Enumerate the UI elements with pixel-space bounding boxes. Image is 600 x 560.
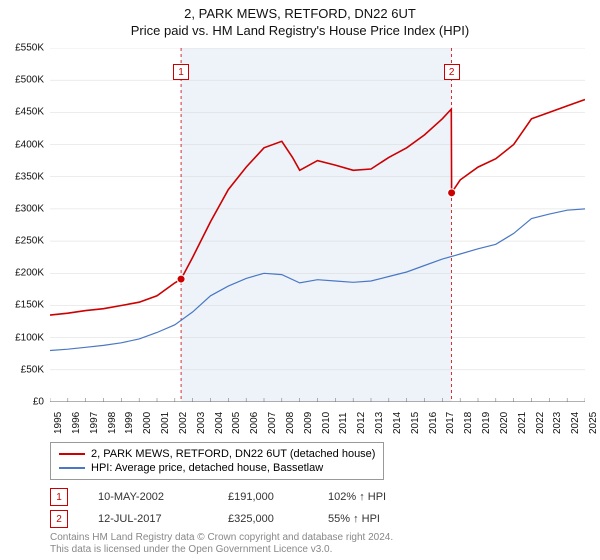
sale-price-1: £191,000 [228, 491, 328, 503]
y-tick-label: £350K [15, 171, 44, 182]
x-tick-label: 1997 [89, 412, 100, 434]
legend-label: HPI: Average price, detached house, Bass… [91, 462, 323, 474]
chart-area: 12 [50, 48, 585, 402]
x-tick-label: 2020 [499, 412, 510, 434]
x-tick-label: 2014 [392, 412, 403, 434]
chart-container: 2, PARK MEWS, RETFORD, DN22 6UT Price pa… [0, 0, 600, 560]
x-tick-label: 2017 [445, 412, 456, 434]
legend-swatch [59, 453, 85, 455]
x-tick-label: 2000 [142, 412, 153, 434]
legend-swatch [59, 467, 85, 469]
x-tick-label: 2010 [321, 412, 332, 434]
y-tick-label: £300K [15, 203, 44, 214]
x-tick-label: 2003 [196, 412, 207, 434]
x-tick-label: 1998 [107, 412, 118, 434]
x-tick-label: 2025 [588, 412, 599, 434]
sale-pct-1: 102% ↑ HPI [328, 491, 428, 503]
legend-label: 2, PARK MEWS, RETFORD, DN22 6UT (detache… [91, 448, 375, 460]
x-tick-label: 2015 [410, 412, 421, 434]
legend-item: 2, PARK MEWS, RETFORD, DN22 6UT (detache… [59, 447, 375, 461]
y-tick-label: £50K [21, 364, 44, 375]
footer: Contains HM Land Registry data © Crown c… [50, 532, 393, 556]
chart-marker-1: 1 [173, 64, 189, 80]
x-tick-label: 2004 [214, 412, 225, 434]
x-tick-label: 2007 [267, 412, 278, 434]
legend: 2, PARK MEWS, RETFORD, DN22 6UT (detache… [50, 442, 384, 480]
x-tick-label: 1996 [71, 412, 82, 434]
footer-line-2: This data is licensed under the Open Gov… [50, 544, 393, 556]
x-tick-label: 2006 [249, 412, 260, 434]
x-tick-label: 2024 [570, 412, 581, 434]
y-tick-label: £0 [33, 397, 44, 408]
x-tick-label: 2012 [356, 412, 367, 434]
sale-row-2: 2 12-JUL-2017 £325,000 55% ↑ HPI [50, 510, 428, 528]
x-tick-label: 2009 [303, 412, 314, 434]
sale-date-2: 12-JUL-2017 [98, 513, 228, 525]
y-tick-label: £150K [15, 300, 44, 311]
title-address: 2, PARK MEWS, RETFORD, DN22 6UT [0, 6, 600, 21]
x-tick-label: 2008 [285, 412, 296, 434]
y-tick-label: £400K [15, 139, 44, 150]
y-tick-label: £550K [15, 43, 44, 54]
sale-marker-2: 2 [50, 510, 68, 528]
y-tick-label: £100K [15, 332, 44, 343]
x-tick-label: 2021 [517, 412, 528, 434]
title-block: 2, PARK MEWS, RETFORD, DN22 6UT Price pa… [0, 0, 600, 38]
y-tick-label: £450K [15, 107, 44, 118]
x-axis-labels: 1995 1996 1997 1998 1999 2000 2001 2002 2003 2004… [50, 404, 585, 438]
x-tick-label: 2002 [178, 412, 189, 434]
x-tick-label: 2016 [428, 412, 439, 434]
title-subtitle: Price paid vs. HM Land Registry's House … [0, 23, 600, 38]
chart-svg [50, 48, 585, 402]
y-tick-label: £200K [15, 268, 44, 279]
x-tick-label: 2013 [374, 412, 385, 434]
x-tick-label: 2005 [231, 412, 242, 434]
footer-line-1: Contains HM Land Registry data © Crown c… [50, 532, 393, 544]
y-axis-labels: £0£50K£100K£150K£200K£250K£300K£350K£400… [0, 48, 48, 402]
sale-price-2: £325,000 [228, 513, 328, 525]
sale-pct-2: 55% ↑ HPI [328, 513, 428, 525]
x-tick-label: 2001 [160, 412, 171, 434]
sale-marker-1: 1 [50, 488, 68, 506]
x-tick-label: 1999 [124, 412, 135, 434]
x-tick-label: 2011 [338, 412, 349, 434]
x-tick-label: 1995 [53, 412, 64, 434]
legend-item: HPI: Average price, detached house, Bass… [59, 461, 375, 475]
sale-row-1: 1 10-MAY-2002 £191,000 102% ↑ HPI [50, 488, 428, 506]
x-tick-label: 2022 [535, 412, 546, 434]
sale-date-1: 10-MAY-2002 [98, 491, 228, 503]
chart-marker-2: 2 [444, 64, 460, 80]
x-tick-label: 2019 [481, 412, 492, 434]
y-tick-label: £250K [15, 236, 44, 247]
x-tick-label: 2018 [463, 412, 474, 434]
y-tick-label: £500K [15, 75, 44, 86]
x-tick-label: 2023 [552, 412, 563, 434]
